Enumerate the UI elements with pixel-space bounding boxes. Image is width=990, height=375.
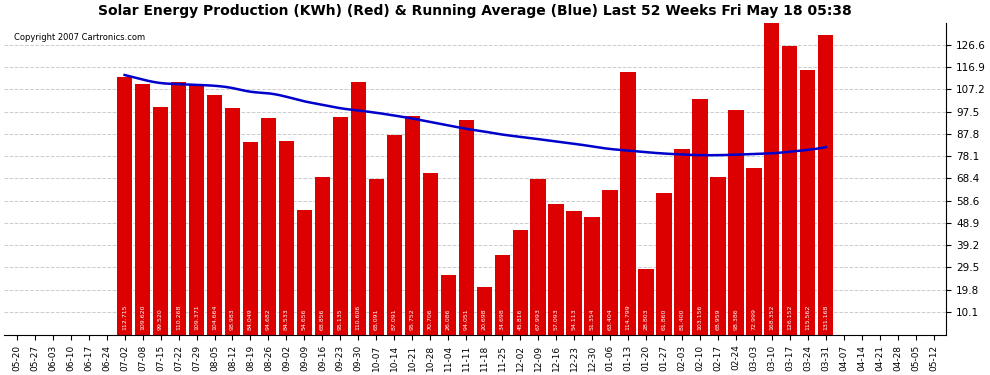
Text: 95.135: 95.135 (338, 309, 343, 330)
Bar (423, 173, 438, 335)
Bar (621, 72, 636, 335)
Bar (764, 0, 779, 335)
Bar (297, 210, 312, 335)
Text: 109.371: 109.371 (194, 304, 199, 330)
Bar (333, 117, 348, 335)
Text: 109.620: 109.620 (141, 305, 146, 330)
Text: 115.562: 115.562 (805, 305, 810, 330)
Text: 20.698: 20.698 (482, 309, 487, 330)
Text: 94.682: 94.682 (266, 309, 271, 330)
Text: 63.404: 63.404 (608, 309, 613, 330)
Bar (135, 84, 150, 335)
Text: 87.091: 87.091 (392, 309, 397, 330)
Text: 104.664: 104.664 (212, 305, 217, 330)
Text: 114.799: 114.799 (626, 304, 631, 330)
Text: 70.706: 70.706 (428, 309, 433, 330)
Bar (368, 179, 384, 335)
Bar (746, 168, 761, 335)
Text: 112.715: 112.715 (122, 305, 127, 330)
Bar (639, 269, 653, 335)
Text: 110.268: 110.268 (176, 305, 181, 330)
Bar (476, 288, 492, 335)
Text: Copyright 2007 Cartronics.com: Copyright 2007 Cartronics.com (14, 33, 145, 42)
Bar (315, 177, 330, 335)
Bar (782, 46, 798, 335)
Text: 168.352: 168.352 (769, 305, 774, 330)
Bar (531, 179, 545, 335)
Text: 95.752: 95.752 (410, 309, 415, 330)
Text: 34.698: 34.698 (500, 309, 505, 330)
Text: 68.856: 68.856 (320, 309, 325, 330)
Text: 98.983: 98.983 (230, 309, 235, 330)
Text: 68.959: 68.959 (716, 309, 721, 330)
Text: 98.386: 98.386 (734, 309, 739, 330)
Bar (800, 70, 816, 335)
Bar (729, 110, 743, 335)
Bar (152, 107, 168, 335)
Bar (243, 142, 258, 335)
Text: 84.533: 84.533 (284, 309, 289, 330)
Text: 84.049: 84.049 (248, 309, 253, 330)
Text: 99.520: 99.520 (158, 309, 163, 330)
Bar (818, 34, 834, 335)
Text: 94.051: 94.051 (463, 309, 468, 330)
Bar (548, 204, 563, 335)
Text: 68.091: 68.091 (374, 309, 379, 330)
Bar (584, 217, 600, 335)
Text: 54.656: 54.656 (302, 309, 307, 330)
Text: 54.113: 54.113 (571, 309, 576, 330)
Bar (260, 118, 276, 335)
Bar (441, 275, 455, 335)
Bar (117, 77, 133, 335)
Text: 110.606: 110.606 (355, 305, 360, 330)
Bar (602, 190, 618, 335)
Text: 61.860: 61.860 (661, 309, 666, 330)
Text: 131.168: 131.168 (824, 305, 829, 330)
Bar (350, 82, 366, 335)
Bar (513, 230, 528, 335)
Bar (225, 108, 241, 335)
Text: 28.803: 28.803 (644, 309, 648, 330)
Bar (207, 95, 222, 335)
Bar (171, 82, 186, 335)
Text: 67.993: 67.993 (536, 308, 541, 330)
Bar (495, 255, 510, 335)
Title: Solar Energy Production (KWh) (Red) & Running Average (Blue) Last 52 Weeks Fri M: Solar Energy Production (KWh) (Red) & Ru… (98, 4, 852, 18)
Bar (387, 135, 402, 335)
Text: 45.816: 45.816 (518, 309, 523, 330)
Bar (566, 211, 582, 335)
Bar (674, 148, 690, 335)
Text: 26.086: 26.086 (446, 309, 450, 330)
Text: 126.152: 126.152 (787, 305, 792, 330)
Bar (656, 193, 671, 335)
Bar (405, 116, 420, 335)
Bar (710, 177, 726, 335)
Bar (692, 99, 708, 335)
Bar (189, 84, 204, 335)
Text: 51.354: 51.354 (590, 309, 595, 330)
Bar (458, 120, 474, 335)
Text: 81.400: 81.400 (679, 309, 684, 330)
Text: 103.156: 103.156 (697, 305, 703, 330)
Text: 72.999: 72.999 (751, 308, 756, 330)
Bar (279, 141, 294, 335)
Text: 57.093: 57.093 (553, 309, 558, 330)
